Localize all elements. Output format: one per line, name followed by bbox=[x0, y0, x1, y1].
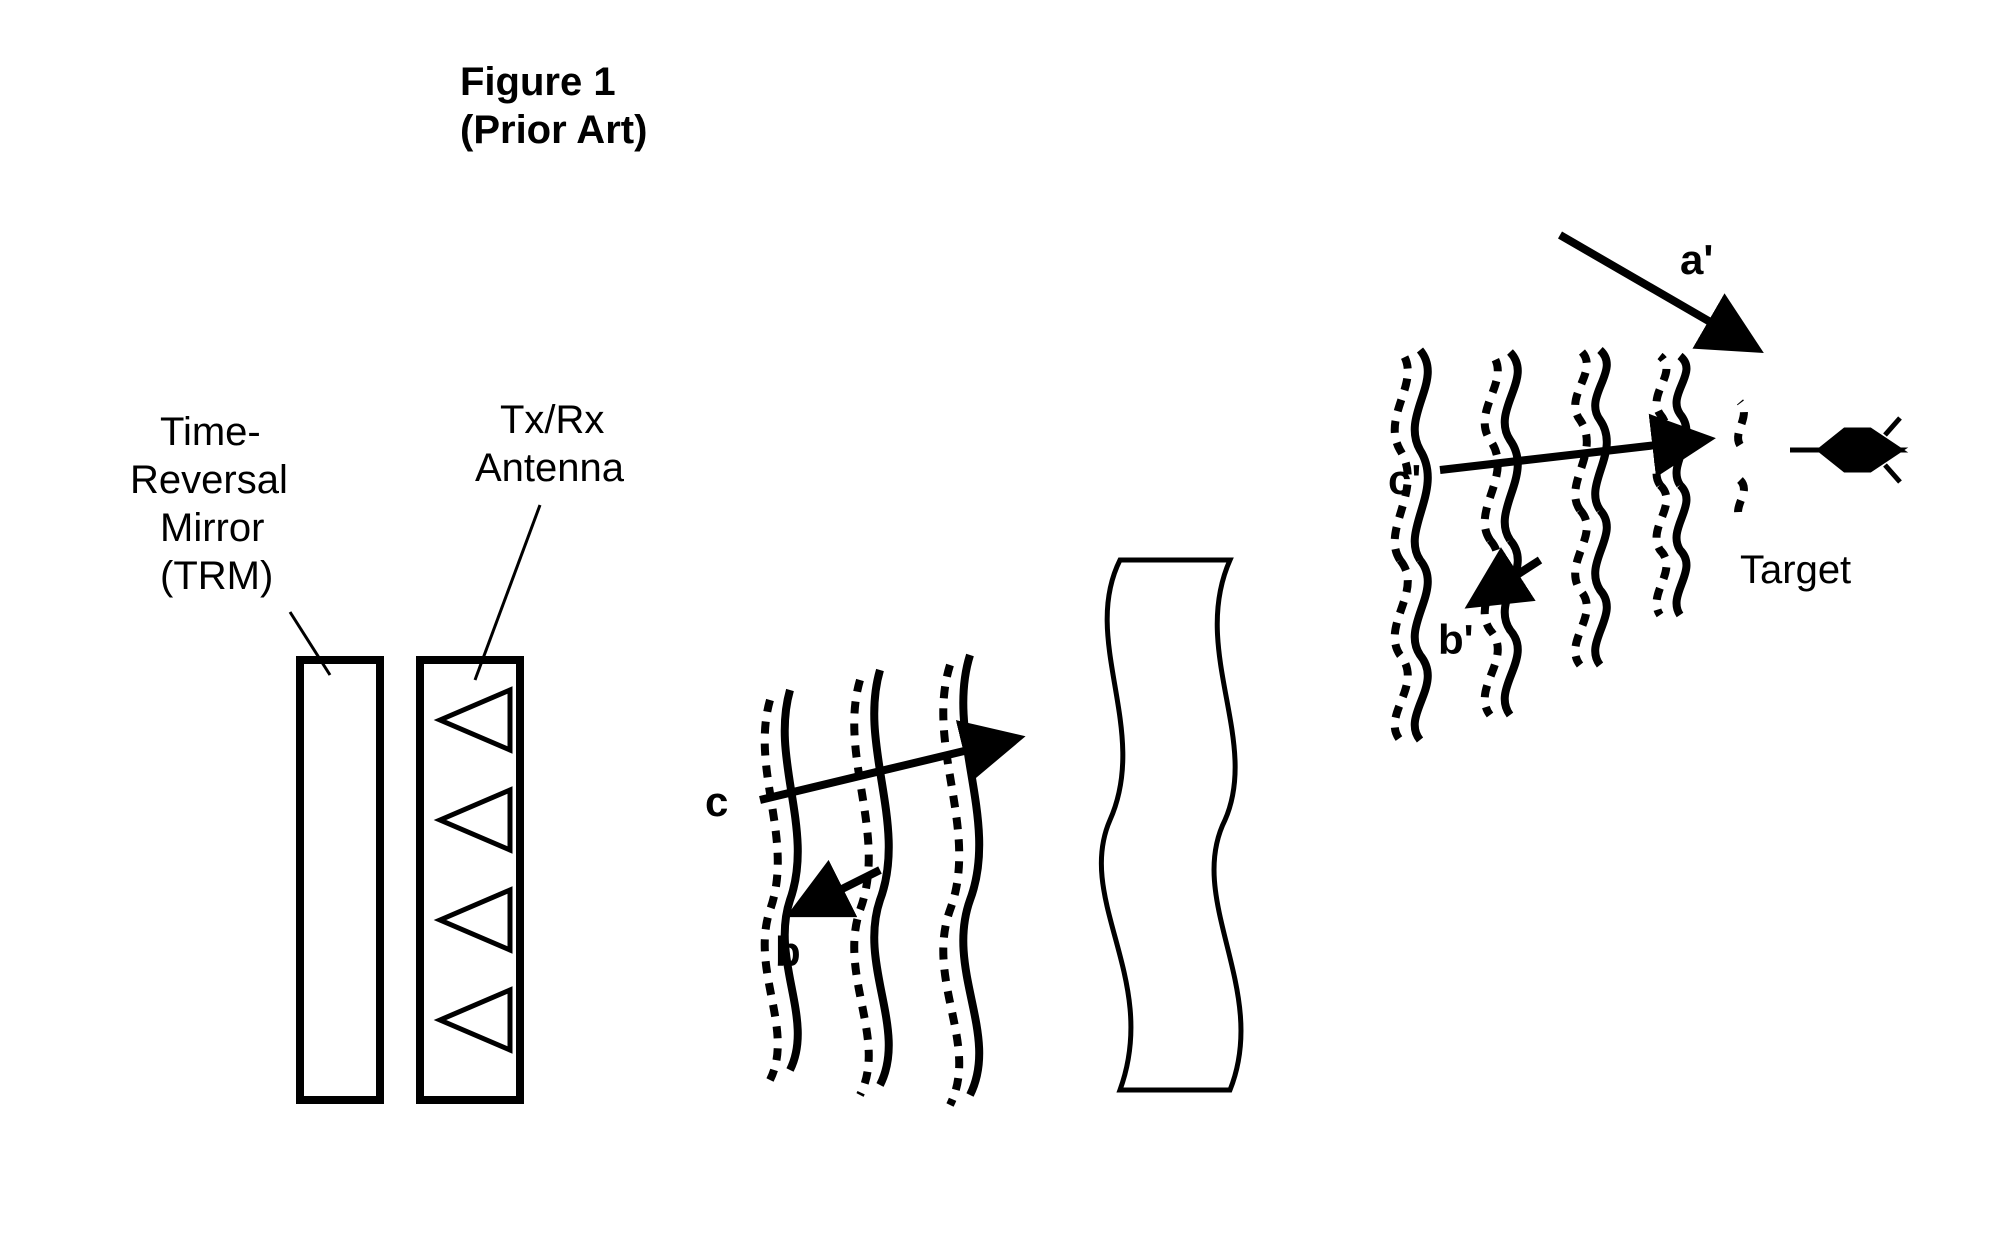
antenna-element-2 bbox=[440, 790, 510, 850]
antenna-element-4 bbox=[440, 990, 510, 1050]
trm-box bbox=[300, 660, 380, 1100]
medium-blob bbox=[1101, 560, 1241, 1090]
right-dotted-wave-4 bbox=[1657, 356, 1667, 615]
diagram-stage: Figure 1 (Prior Art) Time- Reversal Mirr… bbox=[0, 0, 2004, 1257]
antenna-element-1 bbox=[440, 690, 510, 750]
antenna-element-3 bbox=[440, 890, 510, 950]
right-small-arc-1 bbox=[1738, 402, 1744, 445]
right-solid-wave-1 bbox=[1415, 350, 1428, 740]
arrow-a-prime bbox=[1560, 235, 1750, 345]
arrow-b bbox=[800, 870, 880, 910]
right-small-arc-2 bbox=[1738, 480, 1744, 518]
left-solid-wave-3 bbox=[963, 655, 979, 1095]
right-dotted-wave-2 bbox=[1485, 352, 1498, 715]
left-dotted-wave-3 bbox=[943, 665, 959, 1105]
left-dotted-wave-1 bbox=[765, 700, 778, 1080]
right-solid-wave-2 bbox=[1505, 352, 1518, 715]
aircraft-icon bbox=[1790, 418, 1900, 482]
left-dotted-wave-2 bbox=[854, 680, 869, 1095]
antenna-leader-line bbox=[475, 505, 540, 680]
right-solid-wave-4 bbox=[1677, 356, 1687, 615]
right-solid-wave-3 bbox=[1595, 350, 1607, 665]
left-solid-wave-2 bbox=[874, 670, 889, 1085]
right-dotted-wave-3 bbox=[1575, 350, 1587, 665]
right-dotted-wave-1 bbox=[1395, 350, 1408, 740]
left-solid-wave-1 bbox=[785, 690, 798, 1070]
diagram-svg bbox=[0, 0, 2004, 1257]
